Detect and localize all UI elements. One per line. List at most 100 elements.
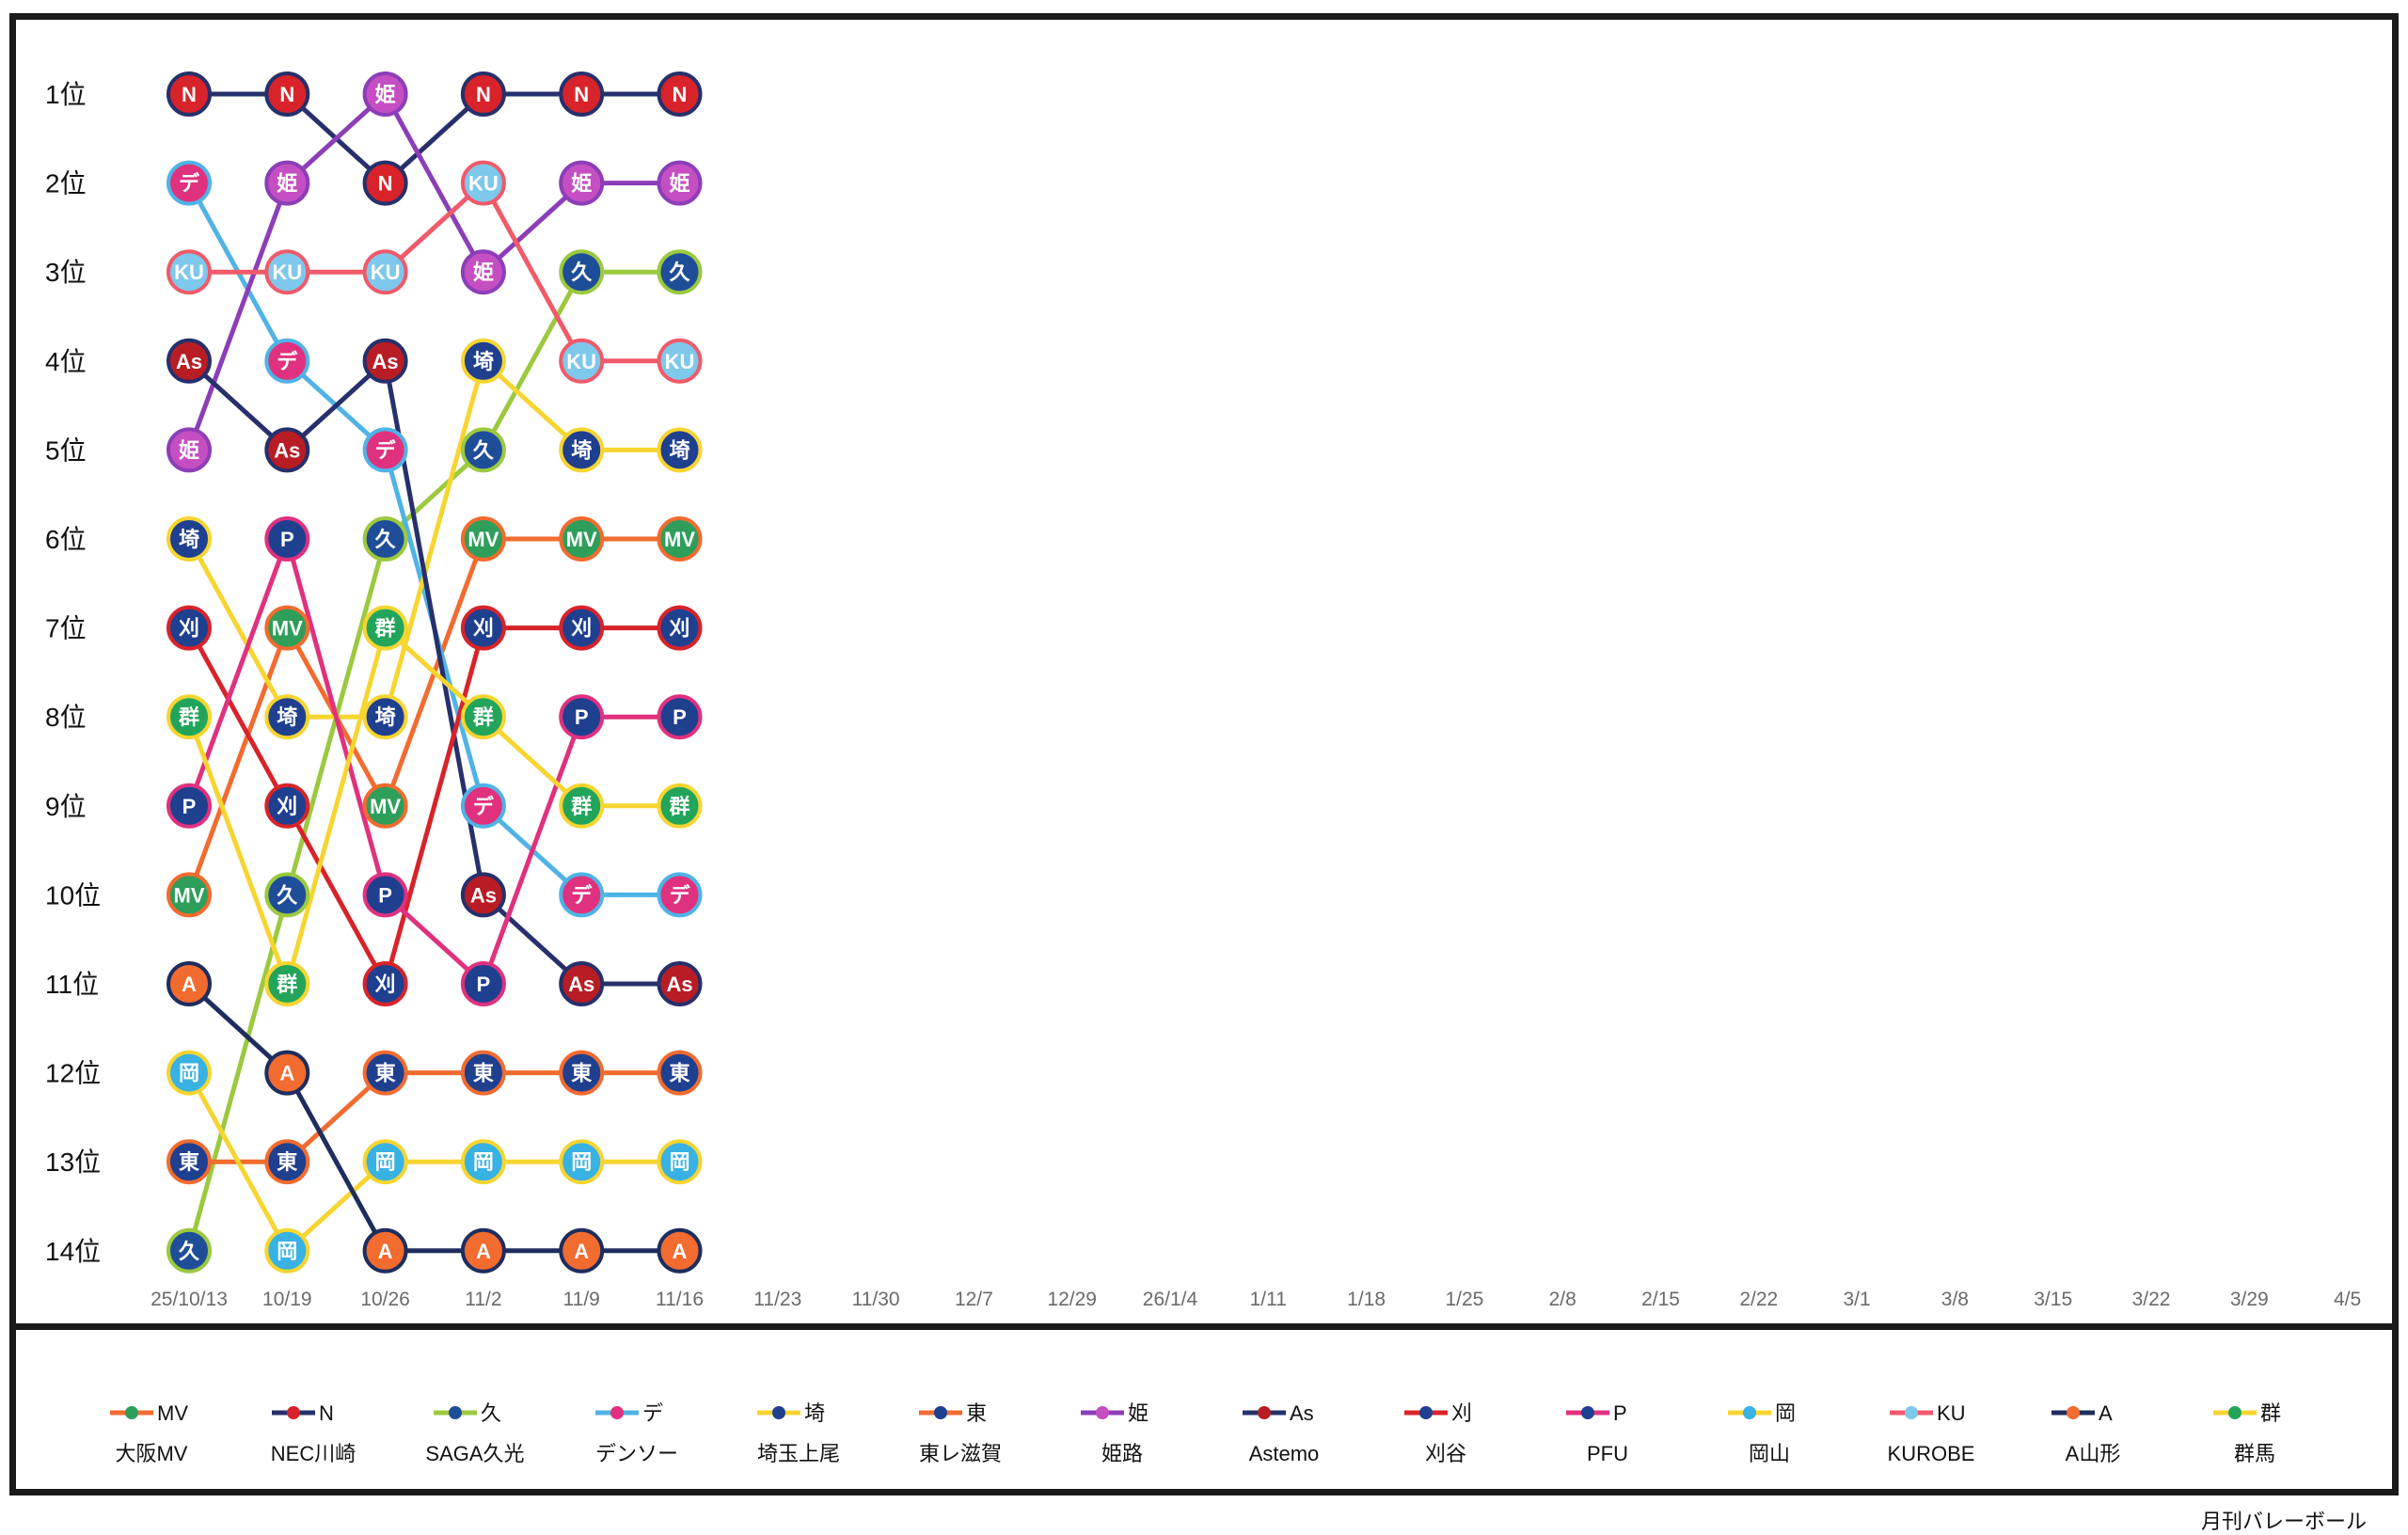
legend-item: 姫姫路 [1081, 1401, 1149, 1465]
rank-node-label: A [574, 1240, 589, 1263]
rank-node: 東 [166, 1139, 212, 1185]
rank-node: デ [559, 872, 605, 918]
rank-node-circle [264, 427, 310, 473]
date-label: 11/23 [753, 1289, 801, 1310]
legend-code: KU [1937, 1401, 1966, 1425]
rank-node-circle [657, 783, 703, 829]
rank-node-label: 埼 [571, 438, 592, 462]
rank-node-label: P [575, 705, 589, 729]
rank-node-circle [460, 516, 506, 562]
rank-node-label: デ [669, 883, 690, 907]
rank-label: 3位 [45, 258, 87, 287]
rank-node: 岡 [559, 1139, 605, 1185]
date-label: 1/11 [1250, 1289, 1287, 1310]
rank-node-circle [166, 783, 212, 829]
rank-node-label: 姫 [473, 261, 494, 284]
legend-swatch-dot [1743, 1406, 1756, 1419]
rank-node: 埼 [362, 694, 408, 740]
rank-node-circle [166, 249, 212, 295]
rank-node-label: P [477, 973, 491, 996]
rank-node-circle [460, 783, 506, 829]
legend-code: 群 [2260, 1401, 2281, 1425]
legend-swatch-dot [610, 1406, 624, 1419]
legend-code: 岡 [1775, 1401, 1796, 1425]
rank-node-label: 刈 [669, 617, 689, 641]
rank-node: As [559, 961, 605, 1006]
rank-node-label: デ [277, 350, 298, 373]
legend-swatch-dot [1096, 1406, 1109, 1419]
rank-node-label: N [378, 172, 393, 196]
rank-node-label: KU [371, 261, 401, 284]
rank-node-circle [166, 1050, 212, 1096]
rank-node-label: KU [566, 350, 596, 373]
rank-node-circle [166, 516, 212, 562]
rank-label: 2位 [45, 169, 87, 198]
rank-node-circle [166, 338, 212, 384]
rank-node-circle [264, 249, 310, 295]
rank-node: 姫 [362, 71, 408, 117]
rank-node-circle [362, 1227, 408, 1274]
rank-node-label: A [673, 1240, 688, 1263]
rank-node-label: 久 [277, 883, 297, 907]
rank-node: A [460, 1227, 506, 1274]
rank-node: 埼 [559, 427, 605, 473]
rank-node: KU [460, 160, 506, 206]
rank-node: A [559, 1227, 605, 1274]
rank-node: 東 [362, 1050, 408, 1096]
rank-node: A [264, 1050, 310, 1096]
rank-node: N [460, 71, 506, 117]
rank-node-label: 岡 [669, 1150, 689, 1174]
rank-node-label: As [666, 973, 692, 996]
rank-node-circle [362, 1050, 408, 1096]
rank-node-label: P [673, 705, 687, 729]
rank-node: P [362, 872, 408, 918]
rank-node: 群 [559, 783, 605, 829]
rank-node-circle [559, 1227, 605, 1274]
rank-node-label: As [568, 973, 594, 996]
rank-node-label: N [279, 83, 294, 106]
rank-node: デ [166, 160, 212, 206]
rank-node-circle [362, 694, 408, 740]
rank-node-label: 埼 [669, 438, 689, 462]
legend-name: SAGA久光 [425, 1442, 524, 1465]
rank-node: N [657, 71, 703, 117]
rank-node-label: MV [370, 795, 401, 818]
legend-name: Astemo [1249, 1442, 1320, 1465]
date-label: 2/22 [1739, 1289, 1778, 1310]
rank-label: 1位 [45, 80, 87, 109]
rank-node-circle [460, 427, 506, 473]
rank-node-label: 東 [375, 1062, 396, 1085]
legend-item: 群群馬 [2213, 1401, 2281, 1465]
rank-node-label: 久 [375, 528, 396, 551]
rank-node-circle [166, 160, 212, 206]
rank-node-circle [559, 783, 605, 829]
date-label: 3/1 [1843, 1289, 1870, 1310]
rank-node: N [264, 71, 310, 117]
legend-swatch-dot [2228, 1406, 2242, 1419]
rank-node: As [264, 427, 310, 473]
series-line-NEC川崎 [189, 91, 680, 186]
rank-node-label: MV [566, 528, 597, 551]
date-label: 25/10/13 [150, 1289, 228, 1310]
legend-swatch-dot [772, 1406, 785, 1419]
rank-node-label: 姫 [375, 83, 396, 106]
legend-name: 東レ滋賀 [919, 1442, 1002, 1465]
rank-node: MV [166, 872, 212, 918]
rank-node-circle [559, 872, 605, 918]
rank-node: MV [362, 783, 408, 829]
rank-node: 刈 [460, 605, 506, 651]
rank-node-circle [264, 961, 310, 1006]
rank-node-label: 姫 [571, 172, 592, 196]
rank-node-circle [559, 605, 605, 651]
rank-node-circle [264, 783, 310, 829]
rank-node: 久 [264, 872, 310, 918]
rank-node-label: デ [179, 172, 200, 196]
legend-name: 群馬 [2234, 1442, 2275, 1465]
rank-node-label: 東 [277, 1150, 297, 1174]
rank-node-circle [166, 961, 212, 1006]
rank-node: 刈 [264, 783, 310, 829]
rank-node: KU [657, 338, 703, 384]
rank-node: 姫 [166, 427, 212, 473]
